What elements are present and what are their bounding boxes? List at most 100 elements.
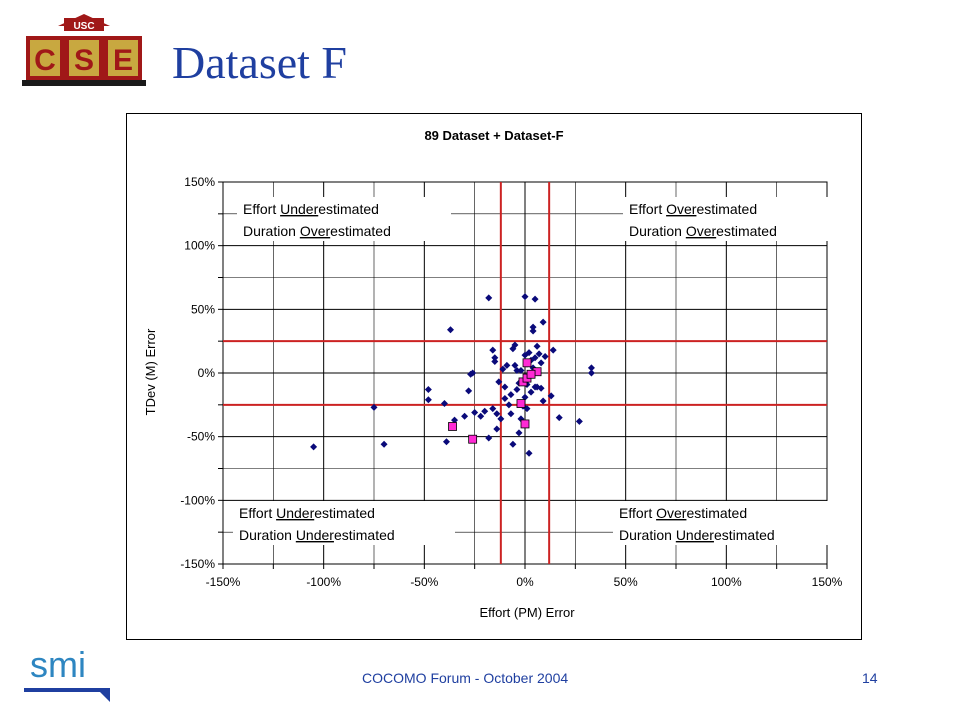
data-point-square — [516, 399, 526, 408]
data-point-square — [526, 369, 536, 379]
y-tick-label: 100% — [184, 239, 215, 253]
data-point-diamond — [539, 318, 547, 326]
chart-frame: 89 Dataset + Dataset-F -150% -100% -50% 0% 5… — [126, 113, 862, 640]
quadrant-label-bg — [237, 197, 451, 241]
logo-usc-banner — [64, 18, 104, 31]
data-point-diamond — [509, 345, 517, 353]
y-tick-label: -50% — [187, 430, 215, 444]
data-point-diamond — [525, 349, 533, 357]
x-tick-label: 150% — [812, 575, 843, 589]
data-point-diamond — [491, 354, 499, 362]
y-axis-label: TDev (M) Error — [143, 328, 158, 415]
data-point-diamond — [310, 443, 318, 451]
y-tick-label: 150% — [184, 175, 215, 189]
usc-cse-logo: USC C S E — [22, 14, 146, 93]
data-point-diamond — [529, 327, 537, 335]
quadrant-label-line: Duration Underestimated — [239, 527, 395, 543]
data-point-square — [448, 422, 457, 431]
data-point-diamond — [469, 369, 477, 377]
data-point-diamond — [539, 397, 547, 405]
data-point-diamond — [531, 295, 539, 303]
logo-letter-box-3 — [108, 40, 138, 76]
footer-text: COCOMO Forum - October 2004 — [362, 670, 569, 686]
smi-logo-bar — [24, 688, 110, 692]
scatter-chart: 89 Dataset + Dataset-F -150% -100% -50% 0% 5… — [143, 128, 843, 620]
data-point-diamond — [523, 405, 531, 413]
data-point-diamond — [481, 407, 489, 415]
data-point-diamond — [515, 429, 523, 437]
logo-letter-s: S — [74, 44, 94, 77]
logo-letter-c: C — [34, 44, 56, 77]
data-point-diamond — [587, 369, 595, 377]
data-point-diamond — [499, 365, 507, 373]
data-point-diamond — [537, 359, 545, 367]
data-point-diamond — [509, 440, 517, 448]
data-point-square — [520, 419, 530, 429]
x-tick-label: -100% — [306, 575, 341, 589]
logo-usc-text: USC — [73, 21, 94, 32]
y-tick-label: -100% — [180, 493, 215, 507]
data-point-diamond — [440, 400, 448, 408]
data-point-diamond — [525, 449, 533, 457]
quadrant-label-line: Effort Underestimated — [243, 201, 379, 217]
data-point-diamond — [527, 388, 535, 396]
data-point-diamond — [465, 387, 473, 395]
logo-letter-box-2 — [69, 40, 99, 76]
data-point-diamond — [541, 352, 549, 360]
data-point-diamond — [531, 354, 539, 362]
y-tick-label: -150% — [180, 557, 215, 571]
data-point-diamond — [477, 412, 485, 420]
data-point-diamond — [380, 440, 388, 448]
data-point-diamond — [513, 366, 521, 374]
data-point-diamond — [503, 361, 511, 369]
plot-border — [222, 181, 828, 565]
chart-points — [310, 293, 595, 457]
quadrant-label-line: Duration Underestimated — [619, 527, 775, 543]
data-point-diamond — [451, 416, 459, 424]
data-point-diamond — [505, 401, 513, 409]
data-point-square — [468, 434, 478, 444]
data-point-diamond — [489, 346, 497, 354]
x-axis-label: Effort (PM) Error — [479, 605, 575, 620]
data-point-diamond — [493, 410, 501, 418]
data-point-diamond — [461, 412, 469, 420]
quadrant-label-bg — [623, 197, 837, 241]
data-point-diamond — [489, 405, 497, 413]
data-point-diamond — [501, 394, 509, 402]
chart-tick-labels: -150% -100% -50% 0% 50% 100% 150% 150% 100% 50% 0%… — [180, 175, 842, 589]
data-point-diamond — [511, 361, 519, 369]
x-tick-label: 100% — [711, 575, 742, 589]
x-tick-label: 50% — [614, 575, 638, 589]
data-point-diamond — [521, 293, 529, 301]
data-point-diamond — [471, 408, 479, 416]
data-point-diamond — [521, 393, 529, 401]
data-point-diamond — [511, 341, 519, 349]
data-point-diamond — [533, 342, 541, 350]
quadrant-label-bg — [613, 501, 835, 545]
logo-floor — [22, 80, 146, 86]
data-point-diamond — [555, 414, 563, 422]
data-point-diamond — [497, 415, 505, 423]
data-point-diamond — [424, 386, 432, 394]
data-point-diamond — [485, 294, 493, 302]
data-point-diamond — [491, 358, 499, 366]
quadrant-label-line: Duration Overestimated — [629, 223, 777, 239]
data-point-diamond — [575, 417, 583, 425]
data-point-diamond — [485, 434, 493, 442]
smi-logo-triangle — [96, 688, 110, 702]
quadrant-labels: Effort Underestimated Duration Overestima… — [233, 197, 837, 545]
y-tick-label: 50% — [191, 302, 215, 316]
usc-cse-logo-graphic: USC C S E — [22, 14, 146, 86]
data-point-diamond — [493, 425, 501, 433]
x-tick-label: -150% — [206, 575, 241, 589]
slide-title: Dataset F — [172, 37, 348, 88]
data-point-diamond — [370, 403, 378, 411]
data-point-diamond — [537, 384, 545, 392]
quadrant-label-line: Effort Overestimated — [619, 505, 747, 521]
page-number: 14 — [862, 670, 878, 686]
logo-letter-e: E — [113, 44, 133, 77]
data-point-diamond — [442, 438, 450, 446]
data-point-diamond — [501, 383, 509, 391]
data-point-diamond — [447, 326, 455, 334]
chart-grid — [218, 181, 828, 569]
